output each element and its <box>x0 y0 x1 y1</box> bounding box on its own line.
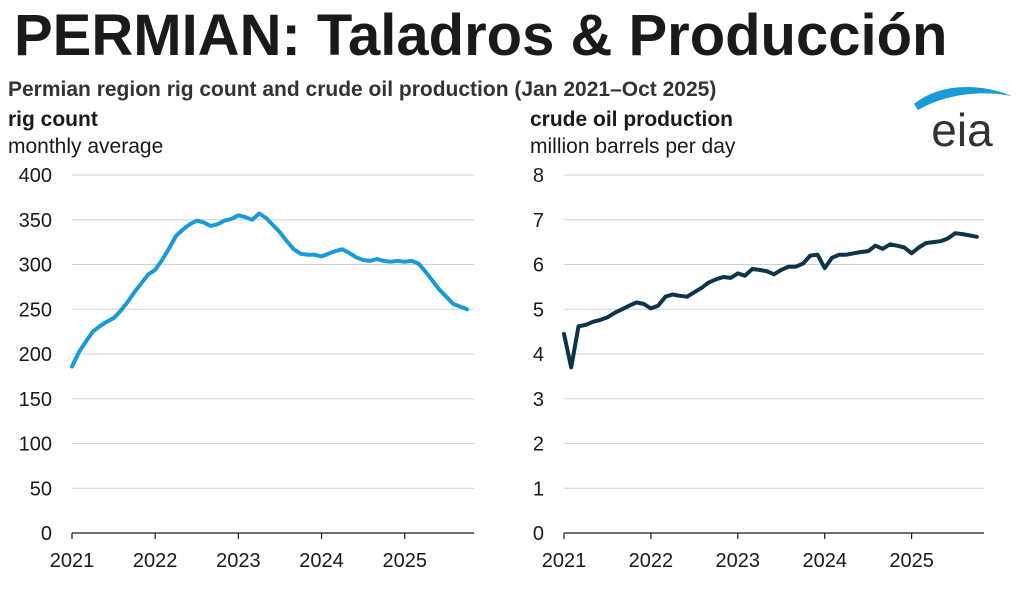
production-chart-title: crude oil production <box>530 108 733 131</box>
production-y-tick-label: 5 <box>533 299 544 321</box>
production-y-tick-label: 2 <box>533 434 544 456</box>
production-x-tick-label: 2025 <box>889 550 934 572</box>
eia-logo-swoosh <box>914 86 1012 110</box>
rig-chart: 0 50 100 150 200 250 300 350 400 2021 2022 2023 2024… <box>19 165 474 572</box>
rig-series-line <box>70 211 470 369</box>
rig-y-tick-label: 150 <box>19 389 52 411</box>
rig-y-tick-label: 100 <box>19 434 52 456</box>
production-chart: 0 1 2 3 4 5 6 7 8 2021 2022 2023 2024 2025 <box>533 165 984 572</box>
rig-x-tick-label: 2025 <box>382 550 427 572</box>
production-chart-unit: million barrels per day <box>530 135 736 158</box>
production-y-tick-label: 0 <box>533 523 544 545</box>
production-x-tick-label: 2023 <box>716 550 761 572</box>
production-y-tick-label: 1 <box>533 478 544 500</box>
rig-y-tick-label: 350 <box>19 210 52 232</box>
production-y-tick-label: 3 <box>533 389 544 411</box>
production-y-tick-label: 7 <box>533 210 544 232</box>
rig-y-tick-label: 0 <box>41 523 52 545</box>
rig-chart-unit: monthly average <box>8 135 164 158</box>
rig-y-tick-label: 50 <box>30 478 52 500</box>
production-x-tick-label: 2024 <box>802 550 847 572</box>
rig-x-tick-label: 2021 <box>50 550 95 572</box>
rig-y-tick-label: 250 <box>19 299 52 321</box>
rig-chart-title: rig count <box>8 108 98 131</box>
eia-logo-text: eia <box>931 104 993 152</box>
rig-x-tick-label: 2022 <box>133 550 178 572</box>
rig-y-tick-label: 400 <box>19 165 52 187</box>
rig-x-tick-label: 2023 <box>216 550 261 572</box>
production-y-tick-label: 8 <box>533 165 544 187</box>
rig-y-tick-label: 300 <box>19 255 52 277</box>
production-x-tick-label: 2022 <box>629 550 674 572</box>
chart-subtitle: Permian region rig count and crude oil p… <box>8 78 717 101</box>
production-series-line <box>562 231 979 370</box>
page-title: PERMIAN: Taladros & Producción <box>14 3 948 68</box>
production-y-tick-label: 6 <box>533 255 544 277</box>
rig-x-tick-label: 2024 <box>299 550 344 572</box>
rig-y-tick-label: 200 <box>19 344 52 366</box>
production-x-tick-label: 2021 <box>542 550 587 572</box>
production-y-tick-label: 4 <box>533 344 544 366</box>
eia-logo: eia <box>914 86 1012 152</box>
